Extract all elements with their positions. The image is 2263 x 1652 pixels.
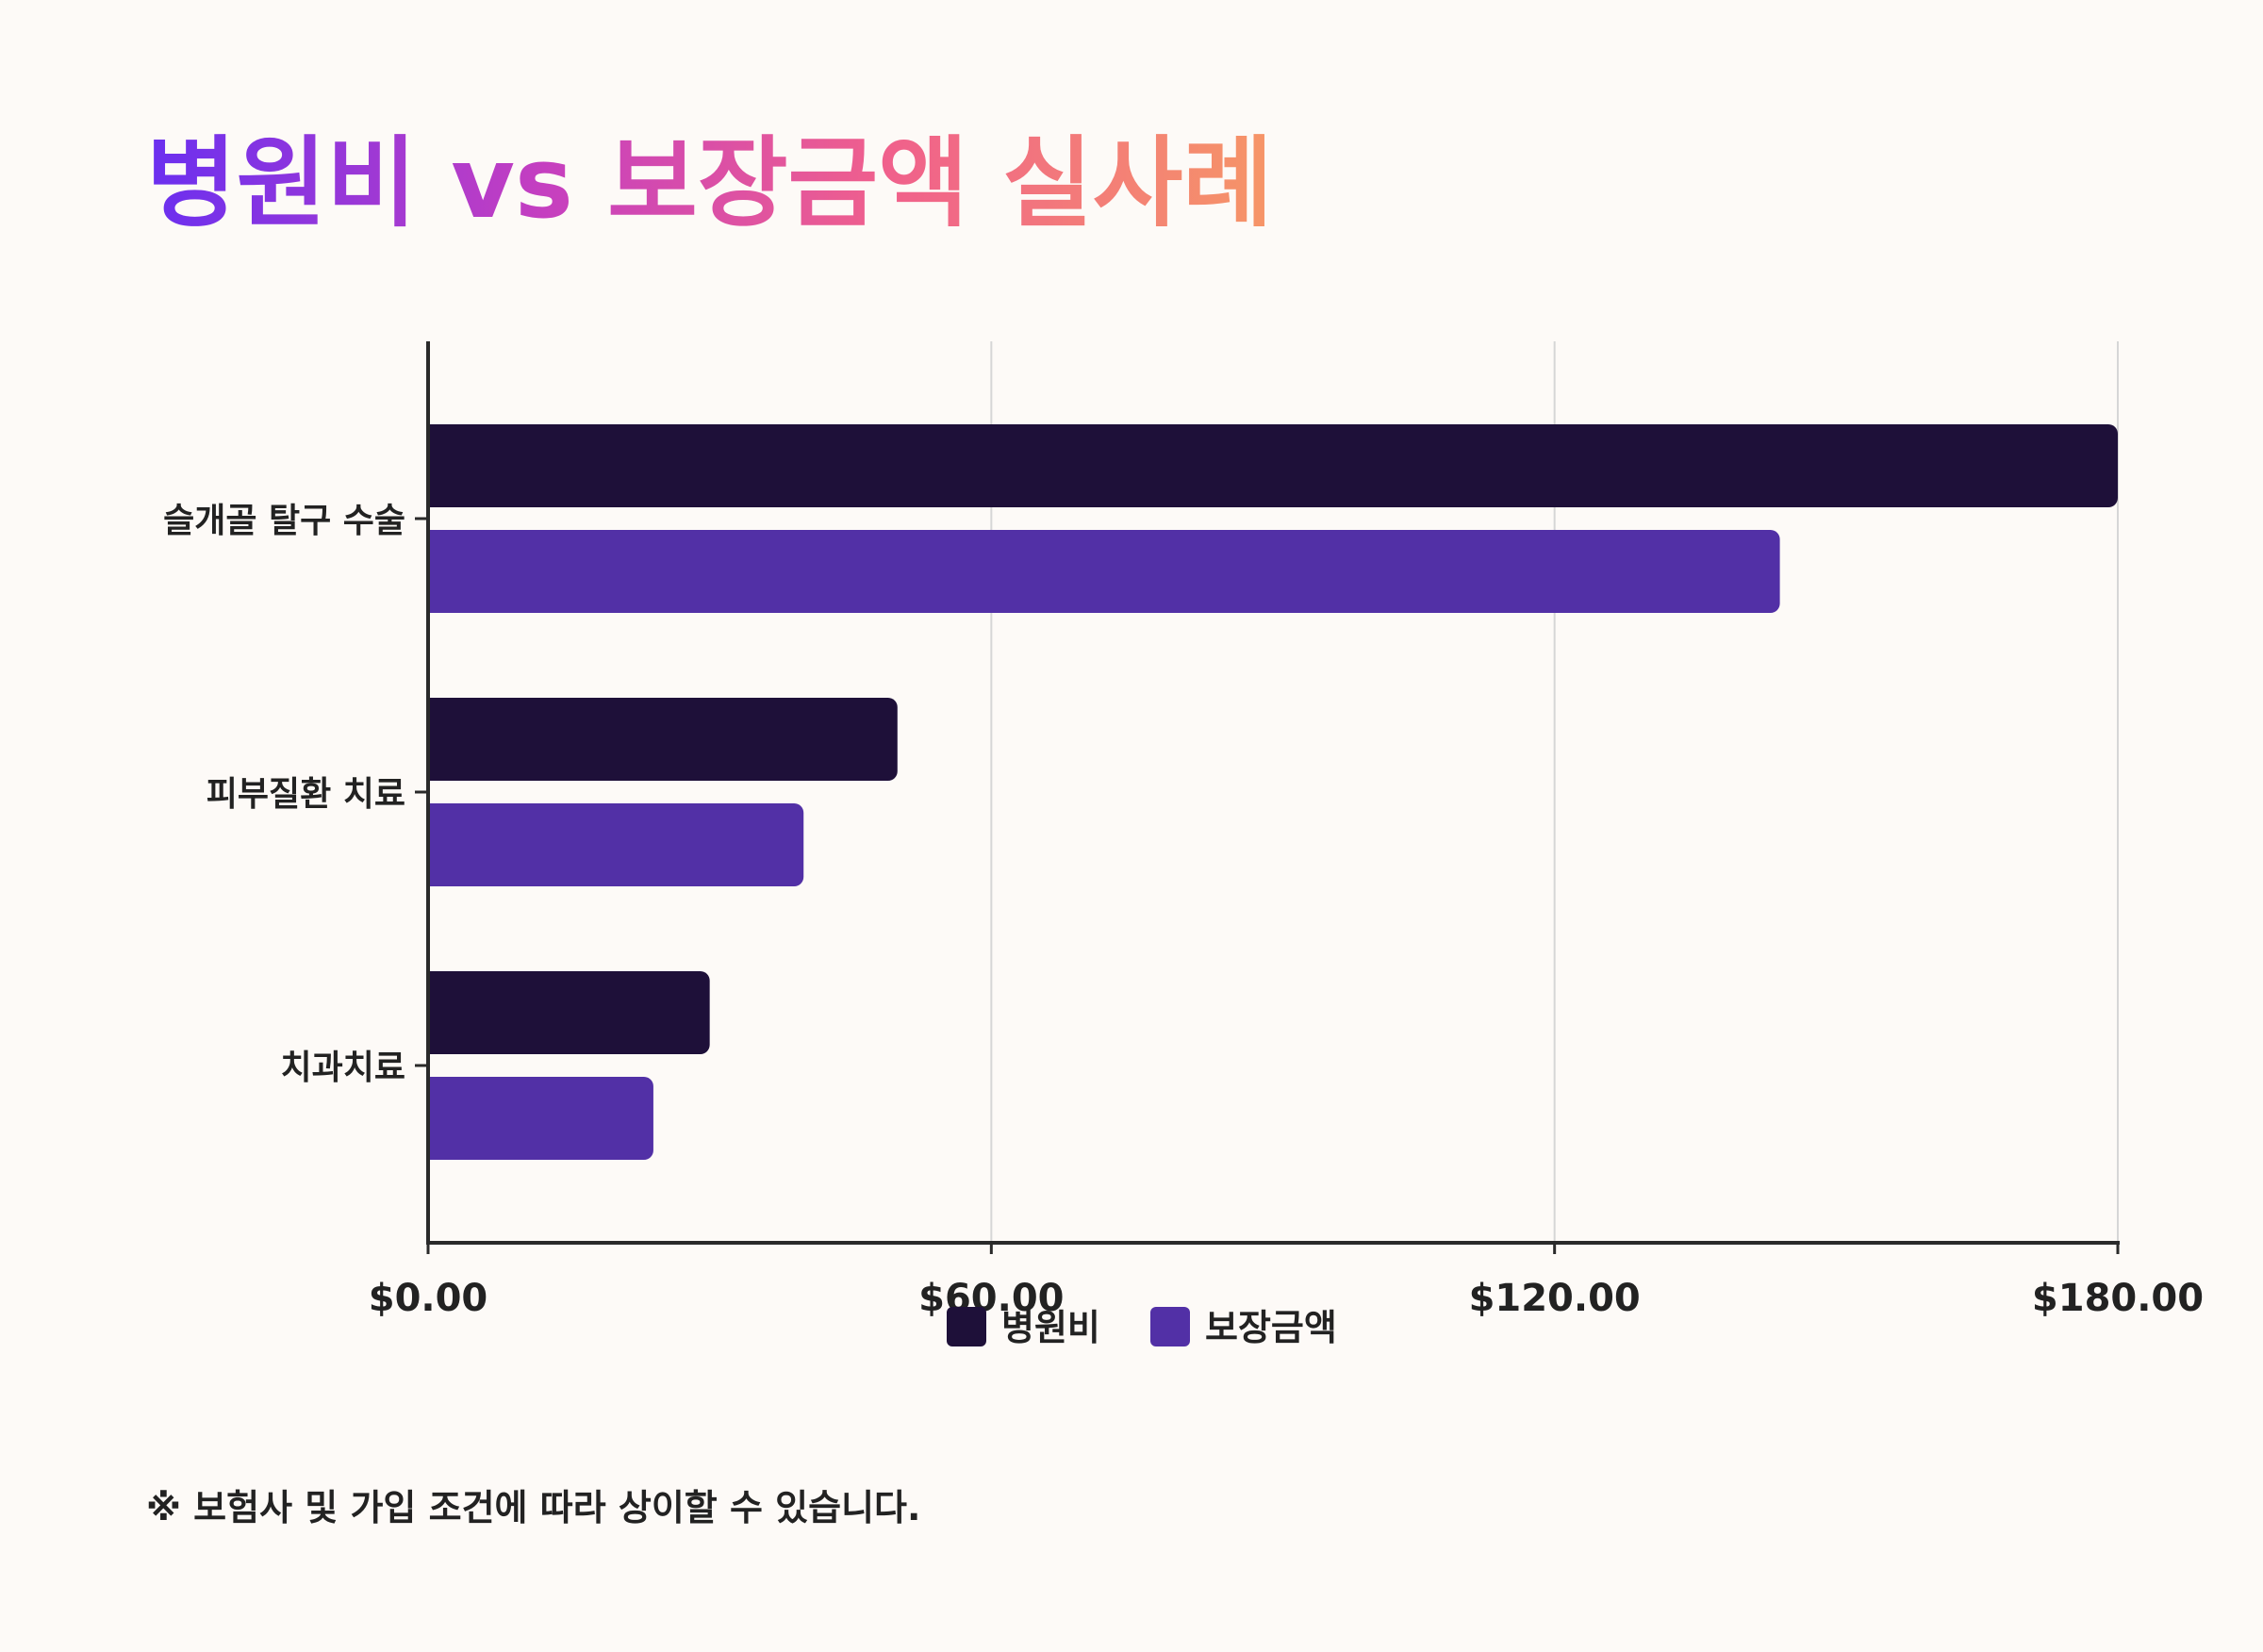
legend-item: 보장금액 <box>1150 1307 1337 1348</box>
legend-label: 병원비 <box>1001 1307 1100 1348</box>
bar-shape <box>428 971 710 1054</box>
bar-shape <box>428 803 804 886</box>
legend-label: 보장금액 <box>1205 1307 1337 1348</box>
x-tick-label: $0.00 <box>369 1277 488 1320</box>
category-label: 피부질환 치료 <box>206 775 405 814</box>
x-tick-label: $180.00 <box>2032 1277 2204 1320</box>
bar <box>428 1077 653 1160</box>
bar <box>428 530 1780 613</box>
bar <box>428 971 710 1054</box>
bars <box>428 424 2118 1160</box>
bar-shape-left <box>428 698 447 781</box>
bar-shape-left <box>428 530 447 613</box>
bar-shape-left <box>428 424 447 507</box>
bar-shape-left <box>428 1077 447 1160</box>
legend: 병원비 보장금액 <box>947 1307 1337 1348</box>
footnote: ※ 보험사 및 가입 조건에 따라 상이할 수 있습니다. <box>146 1487 920 1528</box>
bar <box>428 424 2118 507</box>
category-label: 치과치료 <box>281 1049 405 1087</box>
legend-swatch <box>1150 1307 1190 1346</box>
legend-item: 병원비 <box>947 1307 1100 1348</box>
bar-shape <box>428 698 898 781</box>
bar <box>428 803 804 886</box>
chart-title: 병원비 vs 보장금액 실사례 <box>146 125 1273 240</box>
bar-shape-left <box>428 971 447 1054</box>
bar-shape <box>428 424 2118 507</box>
category-label: 슬개골 탈구 수술 <box>163 502 405 540</box>
x-tick-label: $60.00 <box>918 1277 1064 1320</box>
x-tick-label: $120.00 <box>1469 1277 1641 1320</box>
bar-shape <box>428 1077 653 1160</box>
bar-shape-left <box>428 803 447 886</box>
bar-shape <box>428 530 1780 613</box>
legend-swatch <box>947 1307 986 1346</box>
bar <box>428 698 898 781</box>
